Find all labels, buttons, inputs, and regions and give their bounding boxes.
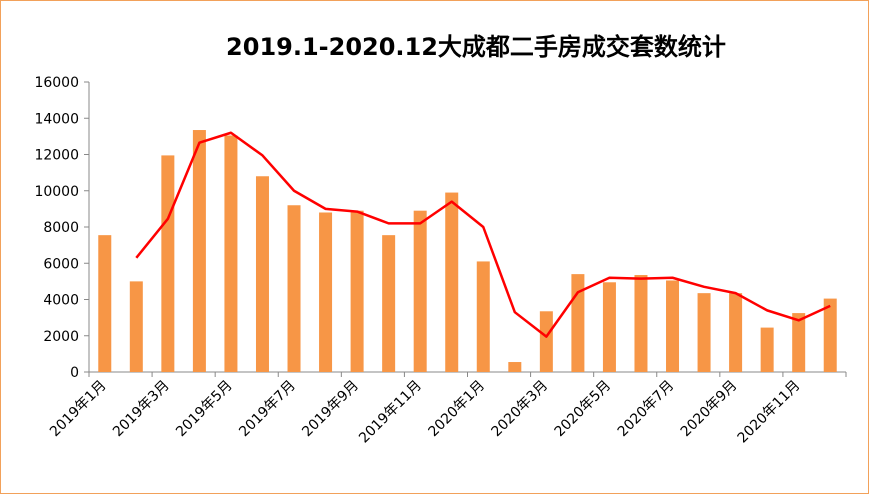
x-tick-label: 2019年9月 — [299, 378, 362, 441]
x-tick-label: 2020年9月 — [678, 378, 741, 441]
x-tick-label: 2019年3月 — [110, 378, 173, 441]
bar — [129, 281, 143, 372]
bar — [413, 210, 427, 372]
bar — [255, 176, 269, 372]
y-axis: 0 2000 4000 6000 8000 10000 12000 14000 16000 — [34, 75, 90, 381]
y-tick-label: 10000 — [34, 184, 79, 200]
x-tick-label: 2019年1月 — [47, 378, 110, 441]
y-tick-label: 14000 — [34, 111, 79, 127]
x-tick-label: 2020年3月 — [489, 378, 552, 441]
x-axis — [88, 371, 847, 377]
x-tick-label: 2020年5月 — [552, 378, 615, 441]
x-tick-label: 2020年11月 — [735, 378, 804, 447]
bar — [224, 135, 238, 372]
bar — [539, 311, 553, 372]
y-tick-label: 6000 — [43, 256, 79, 272]
bar — [602, 282, 616, 372]
x-tick-labels: 2019年1月 2019年3月 2019年5月 2019年7月 2019年9月2019年… — [47, 378, 804, 447]
bar — [792, 313, 806, 372]
x-tick-label: 2019年7月 — [236, 378, 299, 441]
bar — [697, 293, 711, 372]
bar — [729, 293, 743, 372]
y-tick-label: 16000 — [34, 75, 79, 91]
x-tick-label: 2019年11月 — [356, 378, 425, 447]
bar — [319, 212, 333, 372]
bar — [666, 280, 680, 372]
y-tick-label: 12000 — [34, 148, 79, 164]
bar — [287, 205, 301, 372]
bar — [508, 362, 522, 372]
bar — [445, 192, 459, 372]
bar-series — [98, 130, 837, 372]
line-series — [135, 131, 831, 338]
x-tick-label: 2020年1月 — [425, 378, 488, 441]
series-line — [135, 131, 831, 338]
chart-title: 2019.1-2020.12大成都二手房成交套数统计 — [226, 33, 726, 61]
bar — [161, 155, 175, 372]
bar — [634, 275, 648, 372]
bar — [98, 235, 112, 372]
bar — [476, 261, 490, 372]
bar — [382, 235, 396, 372]
bar — [760, 327, 774, 372]
x-tick-label: 2019年5月 — [173, 378, 236, 441]
x-tick-label: 2020年7月 — [615, 378, 678, 441]
bar — [350, 210, 364, 372]
y-tick-label: 2000 — [43, 329, 79, 345]
bar — [192, 130, 206, 372]
y-tick-label: 8000 — [43, 220, 79, 236]
y-tick-label: 4000 — [43, 293, 79, 309]
bar — [823, 298, 837, 372]
y-tick-label: 0 — [70, 365, 79, 381]
